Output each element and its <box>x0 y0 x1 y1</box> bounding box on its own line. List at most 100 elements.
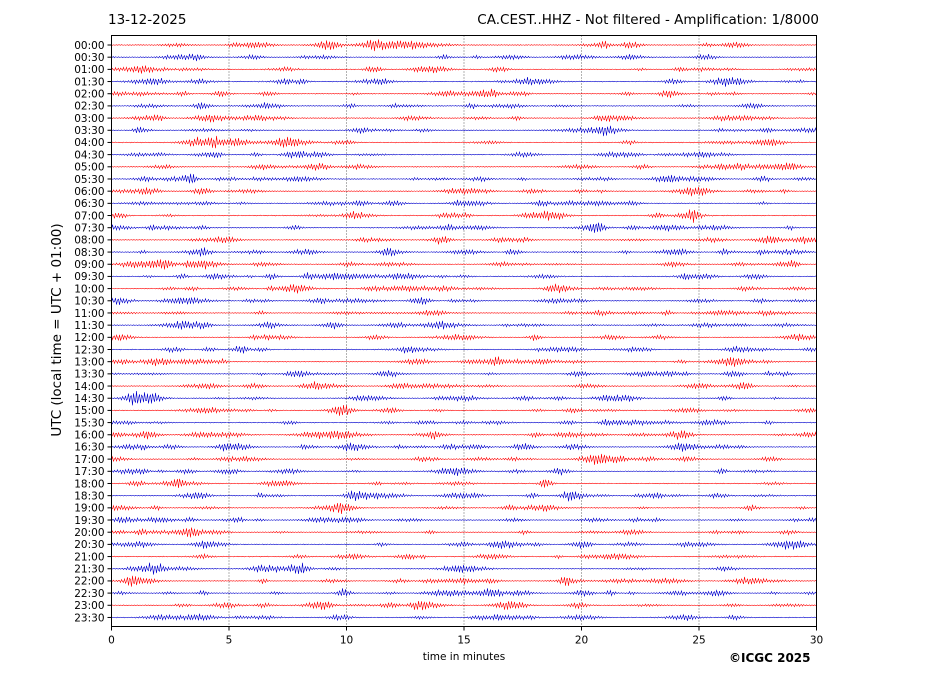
trace-row <box>111 490 817 502</box>
trace-row <box>111 187 817 197</box>
trace-row <box>111 53 817 62</box>
trace-row <box>111 601 817 611</box>
trace-row <box>111 135 817 149</box>
seismogram-traces <box>111 39 817 622</box>
chart-date: 13-12-2025 <box>108 12 187 28</box>
trace-row <box>111 222 817 233</box>
row-time-label: 02:00 <box>74 89 104 101</box>
row-time-label: 11:30 <box>74 320 104 332</box>
x-tick-label: 0 <box>108 635 115 647</box>
trace-row <box>111 442 817 452</box>
trace-row <box>111 247 817 257</box>
row-time-label: 13:00 <box>74 356 104 368</box>
row-time-label: 08:30 <box>74 247 104 259</box>
row-time-label: 13:30 <box>74 369 104 381</box>
y-axis-label: UTC (local time = UTC + 01:00) <box>49 223 65 437</box>
trace-row <box>111 235 817 245</box>
row-time-label: 07:00 <box>74 210 104 222</box>
row-time-label: 17:30 <box>74 466 104 478</box>
trace-row <box>111 296 817 305</box>
row-time-label: 03:00 <box>74 113 104 125</box>
trace-row <box>111 88 817 98</box>
trace-row <box>111 173 817 184</box>
trace-row <box>111 65 817 74</box>
trace-row <box>111 370 817 378</box>
trace-row <box>111 562 817 575</box>
vertical-grid <box>228 35 700 627</box>
x-tick-label: 5 <box>226 635 233 647</box>
row-time-label: 22:00 <box>74 576 104 588</box>
trace-row <box>111 356 817 367</box>
x-tick-label: 15 <box>457 635 470 647</box>
row-time-label: 17:00 <box>74 454 104 466</box>
trace-row <box>111 345 817 354</box>
row-time-label: 16:30 <box>74 442 104 454</box>
trace-row <box>111 125 817 137</box>
row-time-label: 12:30 <box>74 344 104 356</box>
row-time-label: 01:30 <box>74 76 104 88</box>
x-axis-ticks: 0 5 10 15 20 25 30 <box>108 626 823 647</box>
trace-row <box>111 272 817 281</box>
row-time-label: 09:00 <box>74 259 104 271</box>
x-tick-label: 25 <box>692 635 705 647</box>
x-tick-label: 30 <box>810 635 823 647</box>
row-time-label: 08:00 <box>74 235 104 247</box>
row-time-label: 21:30 <box>74 564 104 576</box>
trace-row <box>111 390 817 406</box>
trace-row <box>111 430 817 440</box>
row-time-label: 05:00 <box>74 162 104 174</box>
trace-row <box>111 39 817 52</box>
trace-row <box>111 333 817 342</box>
row-time-label: 11:00 <box>74 308 104 320</box>
trace-row <box>111 320 817 330</box>
row-time-label: 14:00 <box>74 381 104 393</box>
plot-frame <box>111 35 817 627</box>
trace-row <box>111 552 817 561</box>
row-time-label: 23:00 <box>74 600 104 612</box>
row-time-label: 14:30 <box>74 393 104 405</box>
row-time-label: 23:30 <box>74 612 104 624</box>
x-tick-label: 20 <box>575 635 588 647</box>
row-time-label: 22:30 <box>74 588 104 600</box>
trace-row <box>111 418 817 427</box>
trace-row <box>111 381 817 390</box>
trace-row <box>111 613 817 622</box>
trace-row <box>111 309 817 317</box>
row-time-label: 12:00 <box>74 332 104 344</box>
row-time-labels: 00:0000:3001:0001:3002:0002:3003:0003:30… <box>74 40 112 624</box>
trace-row <box>111 77 817 87</box>
row-time-label: 01:00 <box>74 64 104 76</box>
row-time-label: 10:30 <box>74 296 104 308</box>
row-time-label: 06:30 <box>74 198 104 210</box>
row-time-label: 00:30 <box>74 52 104 64</box>
row-time-label: 09:30 <box>74 271 104 283</box>
row-time-label: 15:30 <box>74 417 104 429</box>
row-time-label: 00:00 <box>74 40 104 52</box>
row-time-label: 02:30 <box>74 101 104 113</box>
trace-row <box>111 102 817 110</box>
row-time-label: 19:30 <box>74 515 104 527</box>
trace-row <box>111 150 817 159</box>
row-time-label: 21:00 <box>74 551 104 563</box>
row-time-label: 16:00 <box>74 430 104 442</box>
x-tick-label: 10 <box>340 635 353 647</box>
row-time-label: 20:00 <box>74 527 104 539</box>
trace-row <box>111 162 817 171</box>
trace-row <box>111 502 817 514</box>
row-time-label: 18:00 <box>74 478 104 490</box>
trace-row <box>111 114 817 123</box>
row-time-label: 20:30 <box>74 539 104 551</box>
trace-row <box>111 453 817 465</box>
trace-row <box>111 467 817 476</box>
trace-row <box>111 478 817 489</box>
x-axis-label: time in minutes <box>423 651 505 663</box>
trace-row <box>111 259 817 270</box>
row-time-label: 04:30 <box>74 149 104 161</box>
row-time-label: 03:30 <box>74 125 104 137</box>
row-time-label: 18:30 <box>74 490 104 502</box>
trace-row <box>111 199 817 208</box>
trace-row <box>111 588 817 597</box>
chart-title: CA.CEST..HHZ - Not filtered - Amplificat… <box>477 12 819 28</box>
row-time-label: 04:00 <box>74 137 104 149</box>
